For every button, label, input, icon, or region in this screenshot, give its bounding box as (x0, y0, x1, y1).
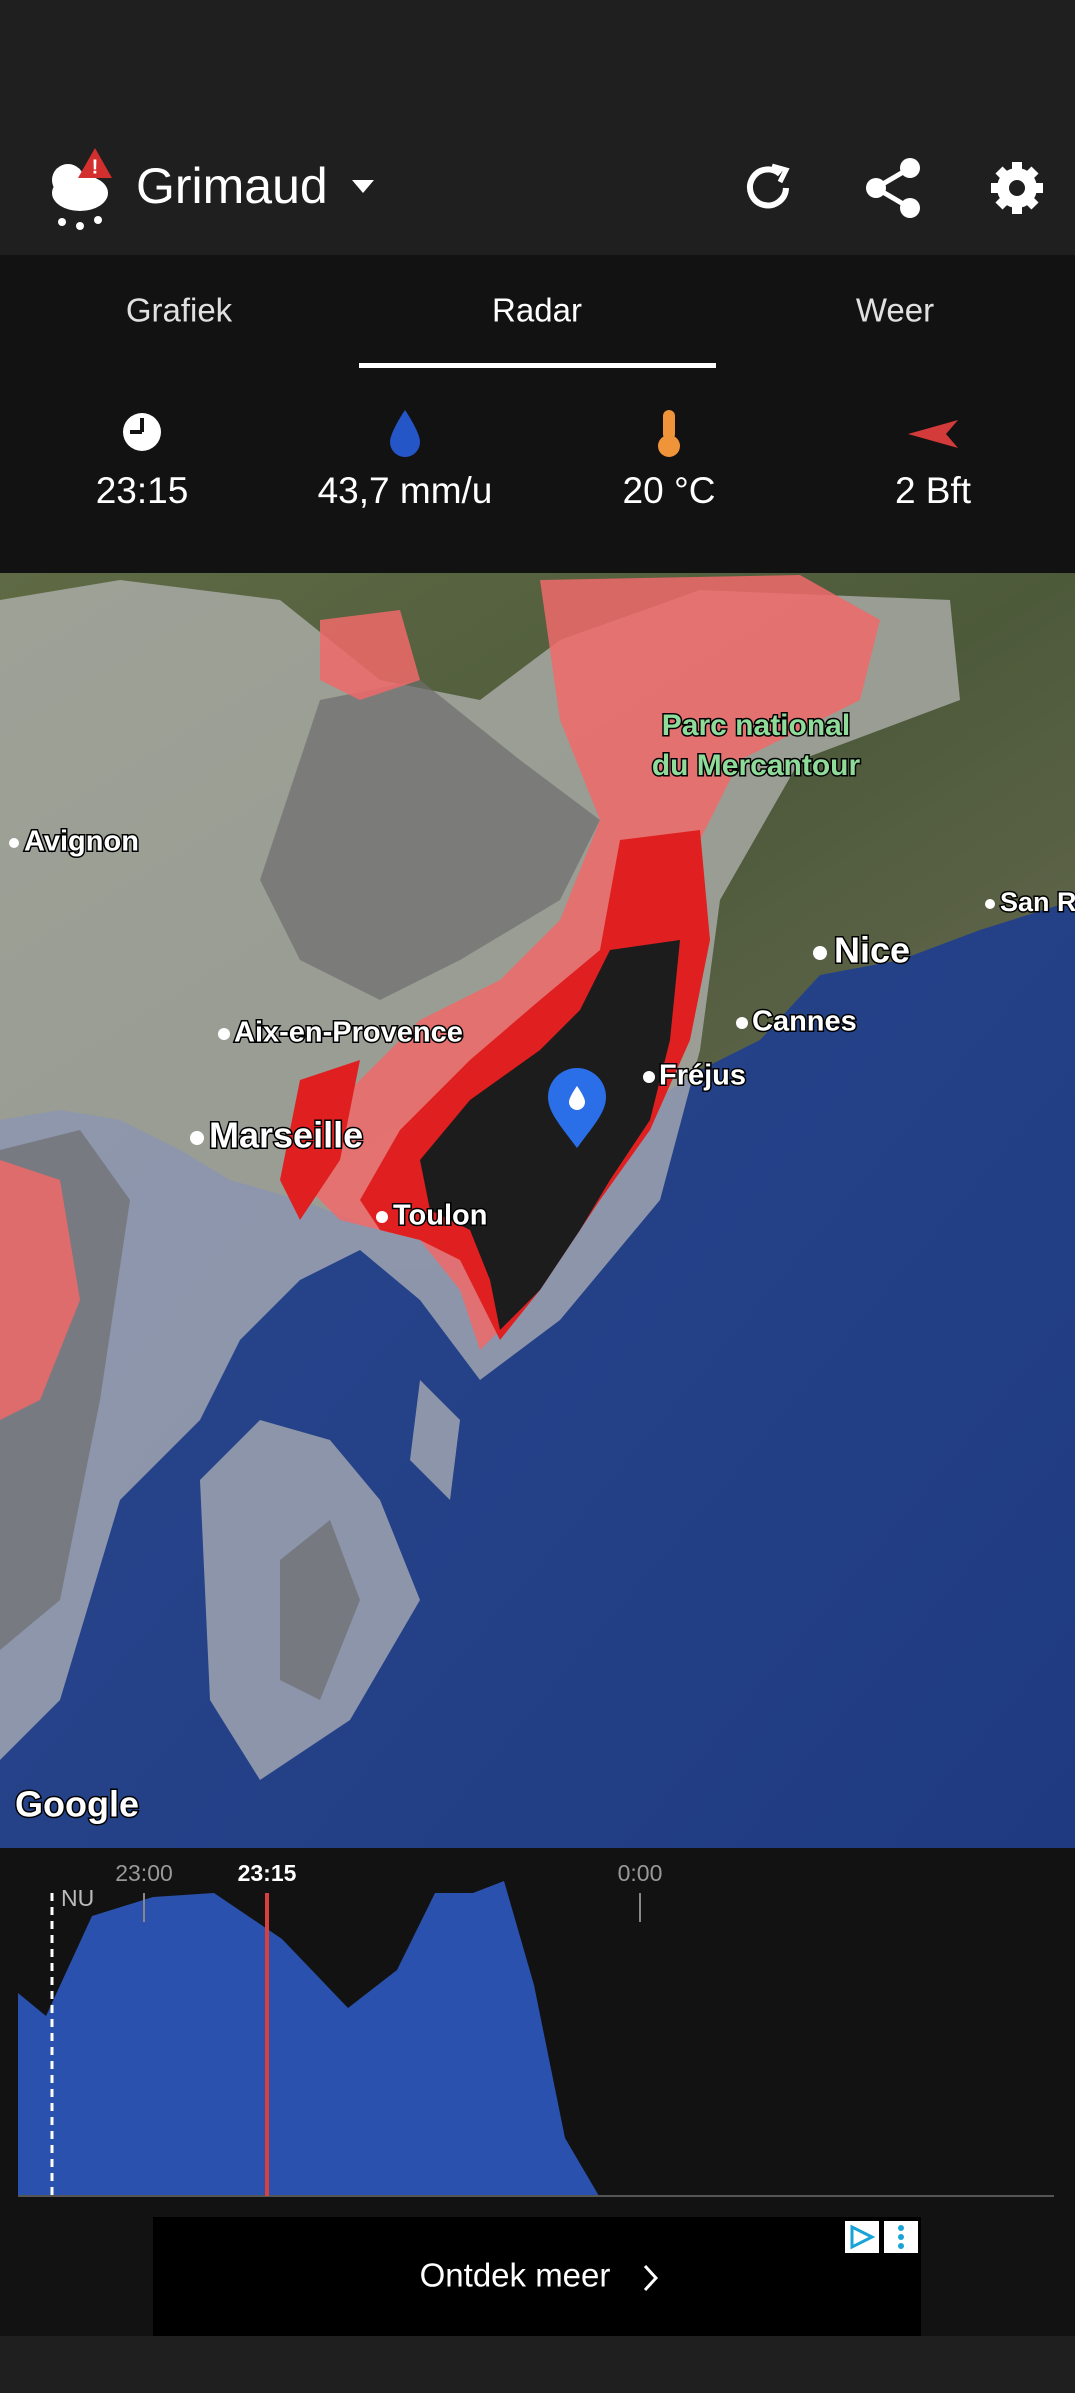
svg-text:!: ! (92, 156, 99, 178)
map-label: Aix-en-Provence (234, 1017, 463, 1049)
wind-icon (908, 420, 958, 448)
stat-rain: 43,7 mm/u (318, 470, 493, 511)
map-label: Toulon (393, 1200, 487, 1232)
rain-overlay-extreme (420, 940, 680, 1330)
tab-indicator (359, 363, 716, 368)
stat-time: 23:15 (96, 470, 189, 511)
place-dots (9, 838, 995, 1223)
stat-wind: 2 Bft (895, 470, 972, 511)
time-label-selected: 23:15 (238, 1860, 297, 1886)
ad-menu-dots (898, 2225, 904, 2249)
map-attribution: Google (15, 1784, 139, 1825)
tab-bar (0, 255, 1075, 374)
location-title[interactable]: Grimaud (136, 158, 328, 214)
tab[interactable]: Weer (856, 292, 934, 329)
map-label: du Mercantour (652, 749, 861, 782)
location-dropdown[interactable] (352, 180, 374, 193)
map-label: Marseille (209, 1115, 363, 1156)
rain-icon (390, 410, 420, 457)
rain-forecast-area (18, 1881, 599, 2196)
tab[interactable]: Grafiek (126, 292, 233, 329)
time-label: 0:00 (618, 1860, 663, 1886)
weather-warning-icon: ! (52, 148, 112, 230)
ad-text[interactable]: Ontdek meer (420, 2257, 611, 2294)
map-label: Cannes (752, 1006, 857, 1038)
map-label: Avignon (24, 826, 139, 858)
stat-temperature: 20 °C (623, 470, 716, 511)
now-label: NU (61, 1885, 94, 1911)
settings-button[interactable] (991, 162, 1043, 214)
map-label: San R (1000, 887, 1075, 917)
location-pin[interactable] (548, 1068, 606, 1148)
map-label: Parc national (662, 709, 850, 742)
refresh-button[interactable] (747, 163, 790, 209)
app-bar (0, 0, 1075, 255)
time-label: 23:00 (115, 1860, 173, 1886)
share-button[interactable] (866, 158, 920, 218)
radar-map[interactable]: Avignon Parc national du Mercantour Nice… (0, 573, 1075, 1848)
clock-icon (123, 413, 161, 451)
tab-active[interactable]: Radar (492, 292, 582, 329)
nav-bar (0, 2336, 1075, 2393)
map-label: Nice (834, 930, 910, 971)
ad-choices-icon (850, 2224, 876, 2250)
ad-banner[interactable] (153, 2217, 921, 2336)
temperature-icon (658, 410, 680, 457)
ad-chevron (643, 2264, 659, 2292)
map-label: Fréjus (659, 1060, 746, 1092)
